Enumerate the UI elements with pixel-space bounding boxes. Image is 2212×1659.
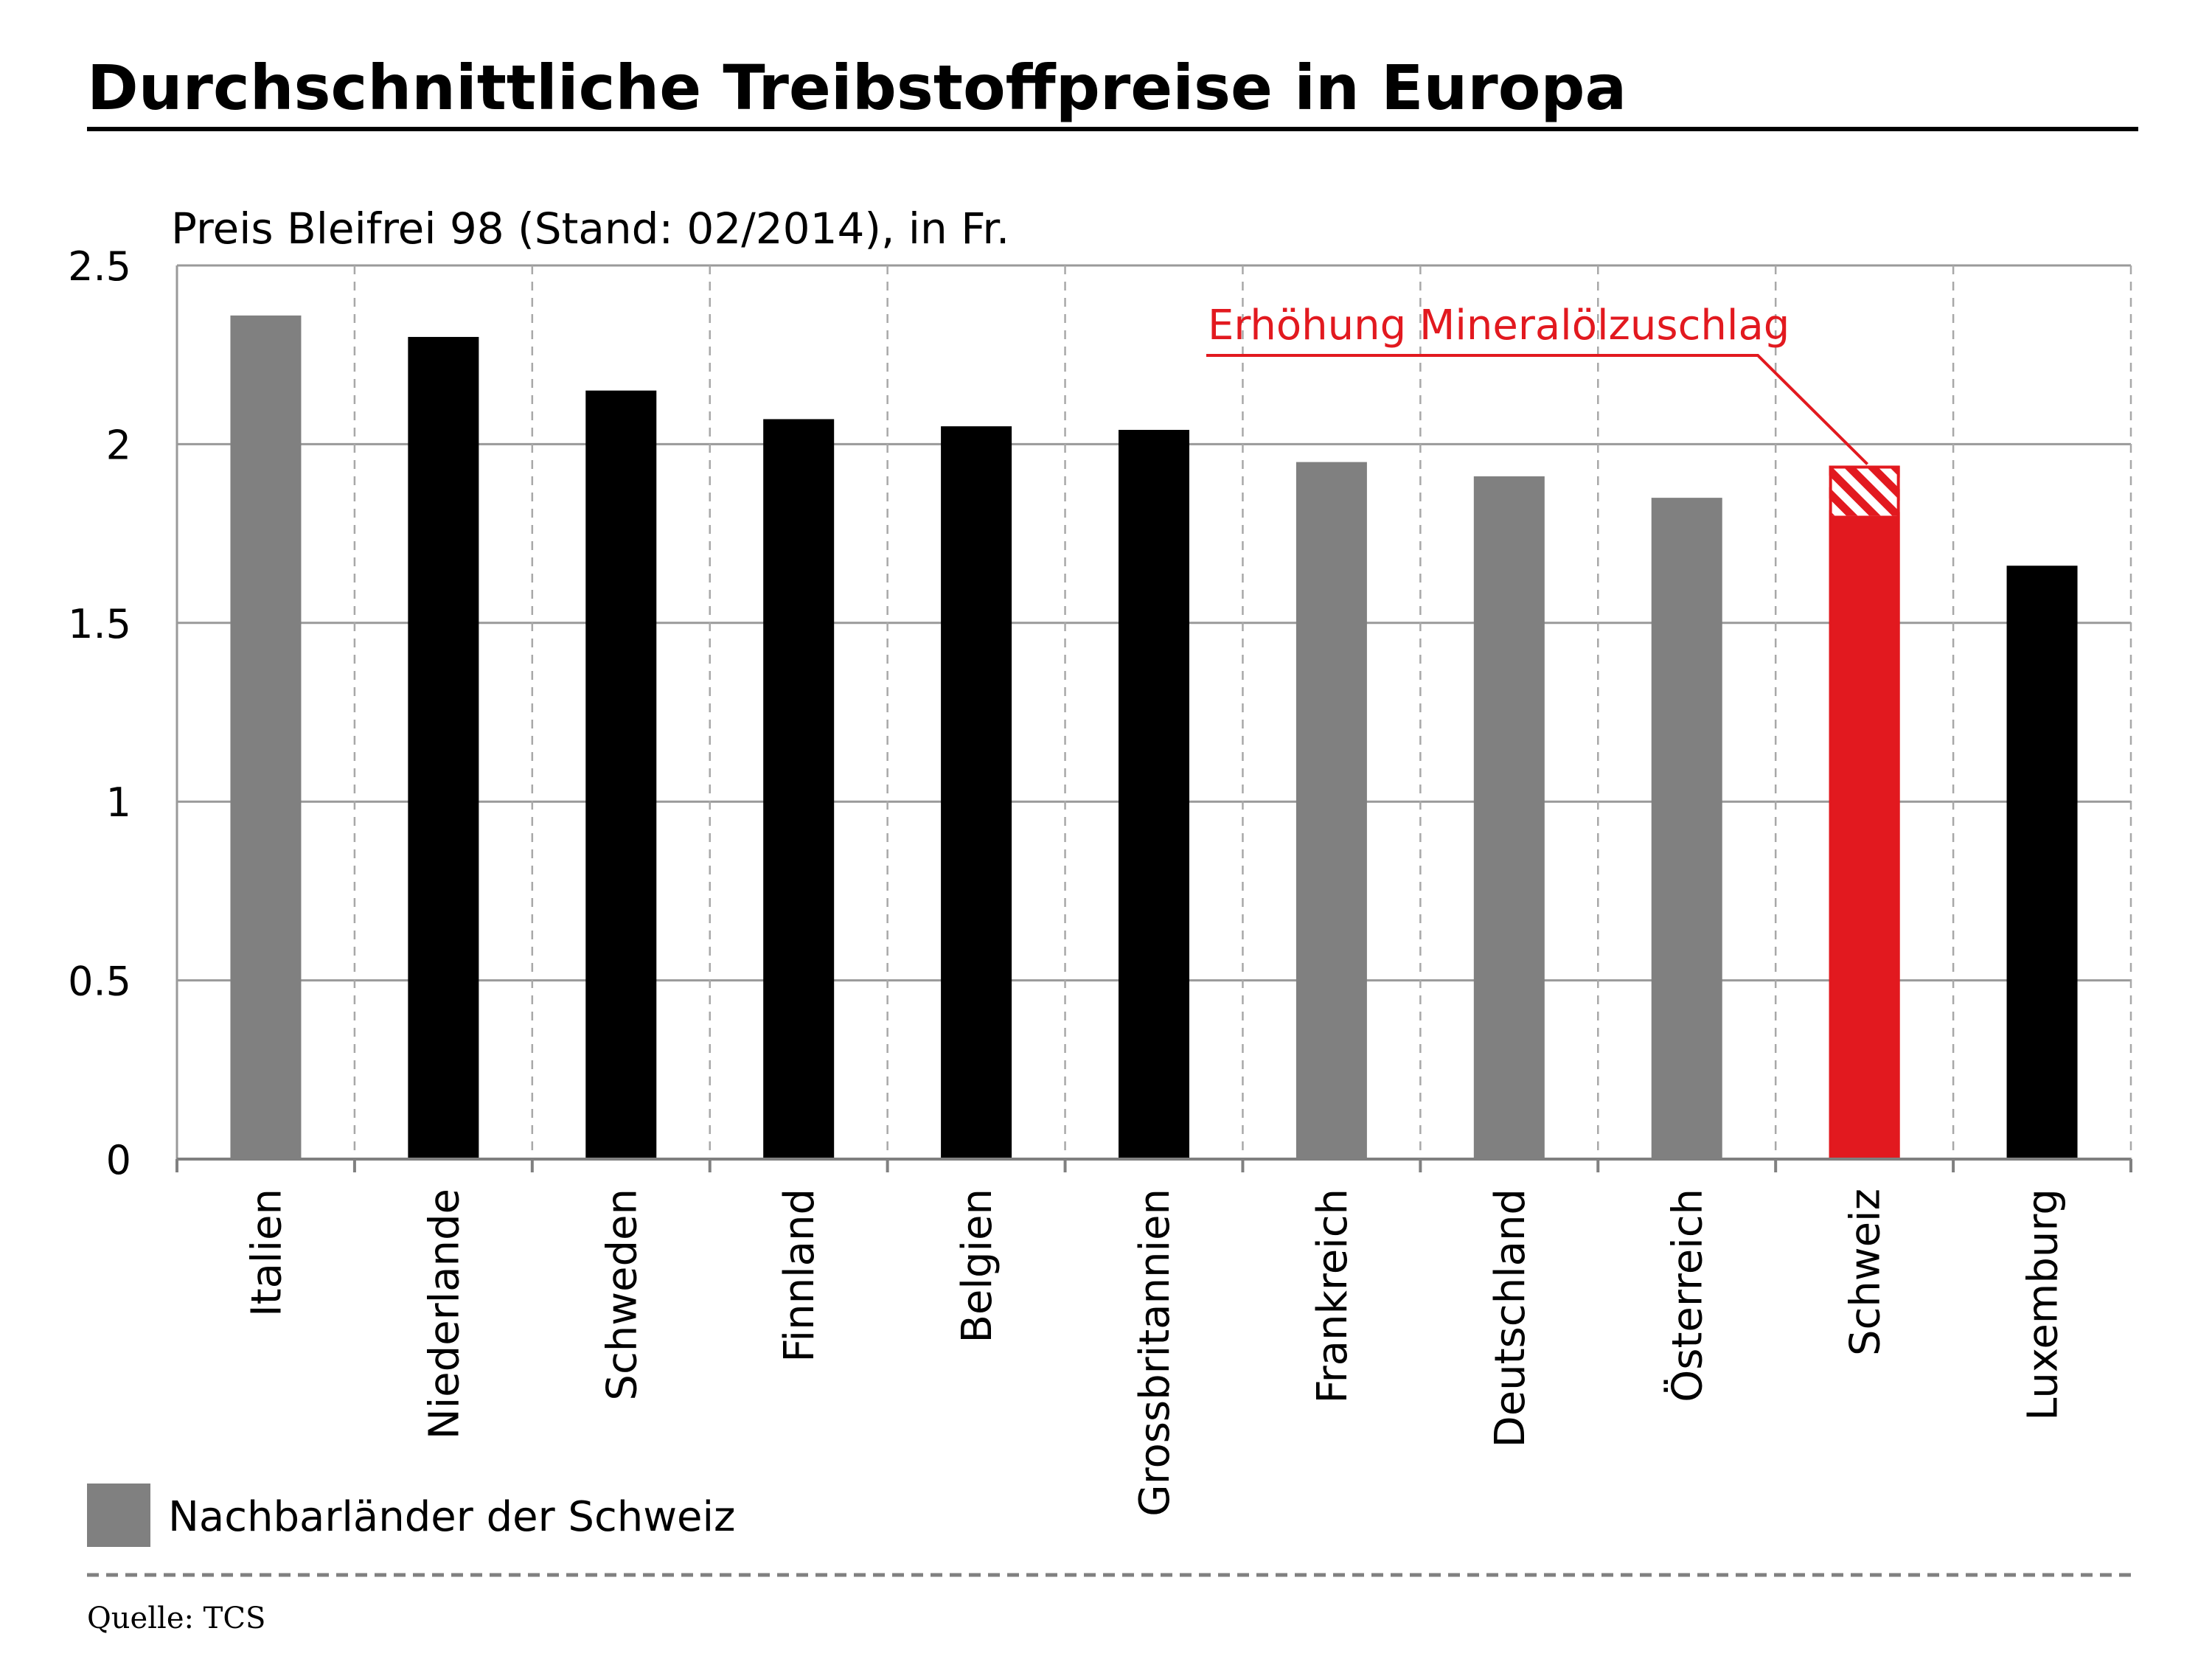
annotation-leader-line xyxy=(1206,354,1869,465)
y-tick-label: 0 xyxy=(106,1137,131,1183)
category-label: Deutschland xyxy=(1486,1189,1534,1447)
bar xyxy=(941,426,1012,1159)
y-tick-label: 1.5 xyxy=(68,601,131,647)
bar xyxy=(1119,430,1189,1159)
category-labels: Italien Niederlande Schweden Finnland Belgie… xyxy=(243,1189,2067,1517)
category-label: Schweiz xyxy=(1842,1189,1890,1356)
y-tick-label: 0.5 xyxy=(68,959,131,1005)
annotation-label: Erhöhung Mineralölzuschlag xyxy=(1208,302,1790,349)
bar xyxy=(585,390,657,1160)
bar-increase-hatch xyxy=(1829,465,1900,516)
annotation: Erhöhung Mineralölzuschlag xyxy=(1206,302,1869,465)
y-tick-label: 1 xyxy=(106,779,131,826)
chart-subtitle: Preis Bleifrei 98 (Stand: 02/2014), in F… xyxy=(171,204,1009,254)
category-label: Frankreich xyxy=(1309,1189,1357,1403)
legend-swatch xyxy=(87,1484,150,1547)
category-label: Luxemburg xyxy=(2020,1189,2067,1421)
bar xyxy=(1295,462,1367,1159)
bar xyxy=(1829,515,1900,1159)
category-label: Belgien xyxy=(953,1189,1001,1343)
bar xyxy=(763,419,835,1159)
title-rule xyxy=(87,127,2138,131)
x-axis xyxy=(175,1158,2132,1172)
legend-label: Nachbarländer der Schweiz xyxy=(168,1493,735,1541)
category-label: Grossbritannien xyxy=(1131,1189,1179,1517)
bar xyxy=(2006,566,2078,1159)
bar xyxy=(408,336,479,1160)
source-note: Quelle: TCS xyxy=(87,1601,265,1635)
category-label: Italien xyxy=(243,1189,291,1317)
bar xyxy=(230,315,302,1159)
chart-title: Durchschnittliche Treibstoffpreise in Eu… xyxy=(87,52,1627,124)
category-label: Schweden xyxy=(598,1189,646,1401)
bar xyxy=(1651,498,1722,1159)
category-label: Finnland xyxy=(776,1189,824,1363)
category-label: Österreich xyxy=(1664,1189,1712,1402)
y-tick-label: 2 xyxy=(106,422,131,468)
y-axis-ticks: 0 0.5 1 1.5 2 2.5 xyxy=(68,243,131,1183)
bars xyxy=(230,315,2078,1161)
bar xyxy=(1473,476,1545,1159)
y-tick-label: 2.5 xyxy=(68,243,131,290)
category-label: Niederlande xyxy=(420,1189,468,1439)
legend: Nachbarländer der Schweiz xyxy=(87,1484,735,1547)
